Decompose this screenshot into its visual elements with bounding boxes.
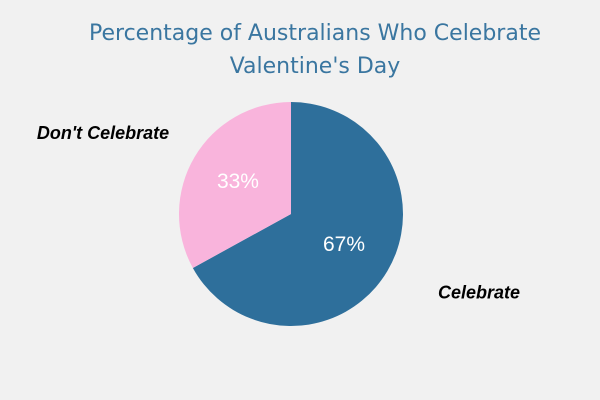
slice-value-label: 33% — [217, 170, 259, 193]
slice-category-label: Celebrate — [438, 283, 520, 303]
chart-title: Percentage of Australians Who Celebrate … — [88, 21, 541, 79]
pie-slice — [179, 102, 291, 268]
pie-slice — [192, 102, 404, 326]
slice-category-label: Don't Celebrate — [37, 123, 169, 143]
slice-value-label: 67% — [323, 233, 365, 256]
